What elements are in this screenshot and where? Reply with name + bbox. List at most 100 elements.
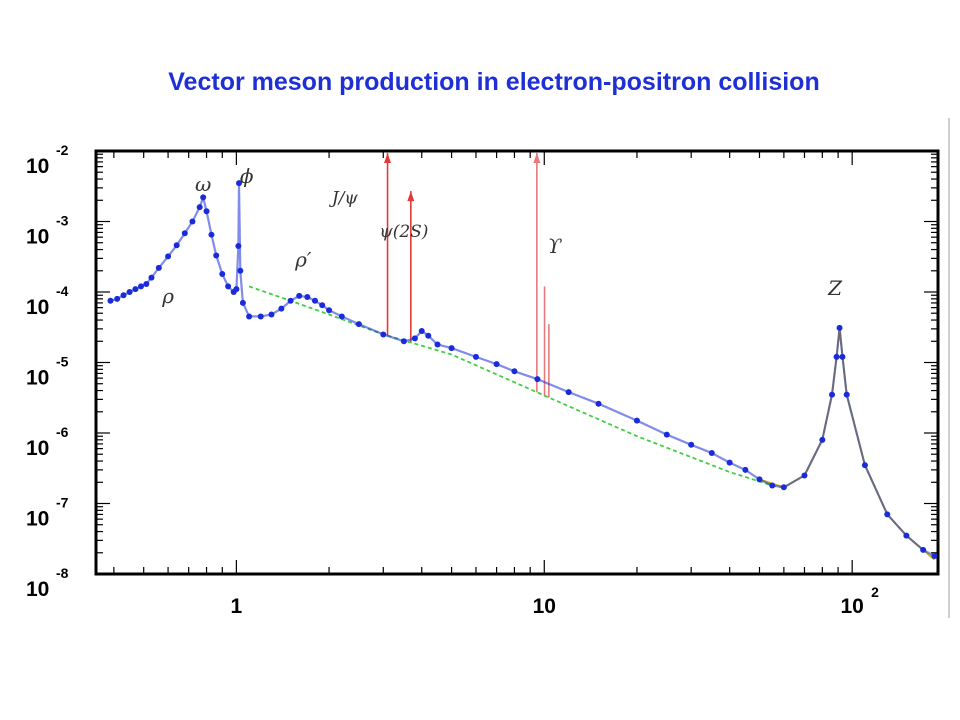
- data-point: [400, 338, 407, 345]
- resonance-labels: ω ϕ ρ ρ′ J/ψ ψ(2S) ϒ Z: [161, 164, 843, 308]
- spike-arrowhead: [407, 191, 415, 202]
- data-point: [239, 299, 246, 306]
- data-point: [173, 242, 180, 249]
- data-point: [208, 231, 215, 238]
- data-point: [742, 466, 749, 473]
- fit-curve: [759, 327, 935, 561]
- data-point: [326, 307, 333, 314]
- data-point: [511, 368, 518, 375]
- data-point: [296, 292, 303, 299]
- data-point: [448, 345, 455, 352]
- y-tick-labels: 10 -2 10 -3 10 -4 10 -5 10 -6 10 -7 10 -8: [26, 142, 69, 601]
- data-point: [278, 305, 285, 312]
- data-point: [418, 327, 425, 334]
- data-point: [132, 286, 139, 293]
- data-point: [126, 289, 133, 295]
- data-point: [493, 361, 500, 368]
- data-point: [769, 482, 776, 489]
- resonance-label: ψ(2S): [379, 222, 428, 242]
- data-trace: [110, 183, 935, 557]
- y-tick-label: 10: [26, 296, 49, 319]
- tick-marks: [96, 151, 938, 575]
- data-point: [843, 391, 850, 398]
- x-tick-label: 10: [840, 595, 863, 618]
- data-point: [143, 280, 150, 287]
- data-point: [114, 295, 121, 302]
- x-tick-exponent: 2: [871, 584, 879, 600]
- data-point: [257, 313, 264, 320]
- resonance-label: ϒ: [548, 234, 563, 258]
- data-point: [801, 472, 808, 479]
- data-point: [472, 353, 479, 360]
- data-point: [920, 546, 927, 553]
- data-point: [287, 297, 294, 304]
- data-point: [355, 321, 362, 328]
- data-point: [319, 302, 326, 309]
- plot-border: [94, 149, 940, 576]
- data-point: [595, 400, 602, 407]
- data-point: [726, 459, 733, 466]
- data-point: [931, 553, 938, 560]
- resonance-label: ϕ: [240, 164, 254, 188]
- data-point: [246, 313, 253, 320]
- data-point: [213, 252, 220, 259]
- data-point: [688, 441, 695, 448]
- data-point: [338, 313, 345, 320]
- y-tick-exponent: -7: [56, 495, 69, 511]
- data-point: [235, 242, 242, 249]
- x-tick-label: 1: [231, 595, 243, 618]
- data-point: [148, 274, 155, 281]
- data-point: [137, 283, 144, 290]
- data-point: [903, 532, 910, 539]
- data-point: [708, 450, 715, 457]
- y-tick-exponent: -5: [56, 354, 69, 370]
- resonance-label: ω: [195, 172, 211, 196]
- x-tick-labels: 1 10 10 2: [231, 584, 880, 618]
- data-point: [120, 292, 127, 299]
- data-point: [237, 267, 244, 274]
- y-tick-exponent: -2: [56, 142, 69, 158]
- y-tick-label: 10: [26, 226, 49, 249]
- slide-title: Vector meson production in electron-posi…: [168, 68, 820, 96]
- data-point: [411, 335, 418, 342]
- spike-arrowhead: [533, 153, 541, 163]
- y-tick-label: 10: [26, 437, 49, 460]
- data-point: [155, 264, 162, 271]
- data-point: [203, 208, 210, 215]
- fit-curve: [248, 285, 935, 561]
- data-point: [663, 431, 670, 438]
- data-point: [165, 253, 172, 260]
- data-point: [181, 230, 188, 237]
- data-point: [225, 283, 232, 290]
- data-point: [434, 341, 441, 348]
- data-point: [200, 194, 207, 201]
- resonance-label: ρ′: [294, 247, 312, 271]
- resonance-label: J/ψ: [329, 189, 359, 209]
- y-tick-label: 10: [26, 508, 49, 531]
- resonance-label: ρ: [161, 284, 174, 308]
- resonance-spikes: [384, 153, 550, 398]
- data-point: [836, 324, 843, 331]
- plot-frame: [94, 118, 950, 618]
- data-point: [833, 353, 840, 360]
- data-point: [425, 332, 432, 339]
- data-point: [380, 331, 387, 338]
- data-point: [236, 180, 243, 187]
- data-point: [311, 297, 318, 304]
- y-tick-label: 10: [26, 367, 49, 390]
- data-point: [839, 353, 846, 360]
- data-point: [565, 389, 572, 396]
- data-point: [196, 204, 203, 211]
- fit-curves: [248, 285, 935, 561]
- y-tick-label: 10: [26, 155, 49, 178]
- data-point: [534, 376, 541, 383]
- resonance-label: Z: [827, 276, 843, 300]
- x-tick-label: 10: [533, 595, 556, 618]
- data-point: [861, 462, 868, 469]
- data-point: [219, 271, 226, 278]
- data-point: [304, 293, 311, 300]
- data-point: [189, 218, 196, 225]
- data-point: [107, 297, 114, 304]
- data-point: [884, 511, 891, 518]
